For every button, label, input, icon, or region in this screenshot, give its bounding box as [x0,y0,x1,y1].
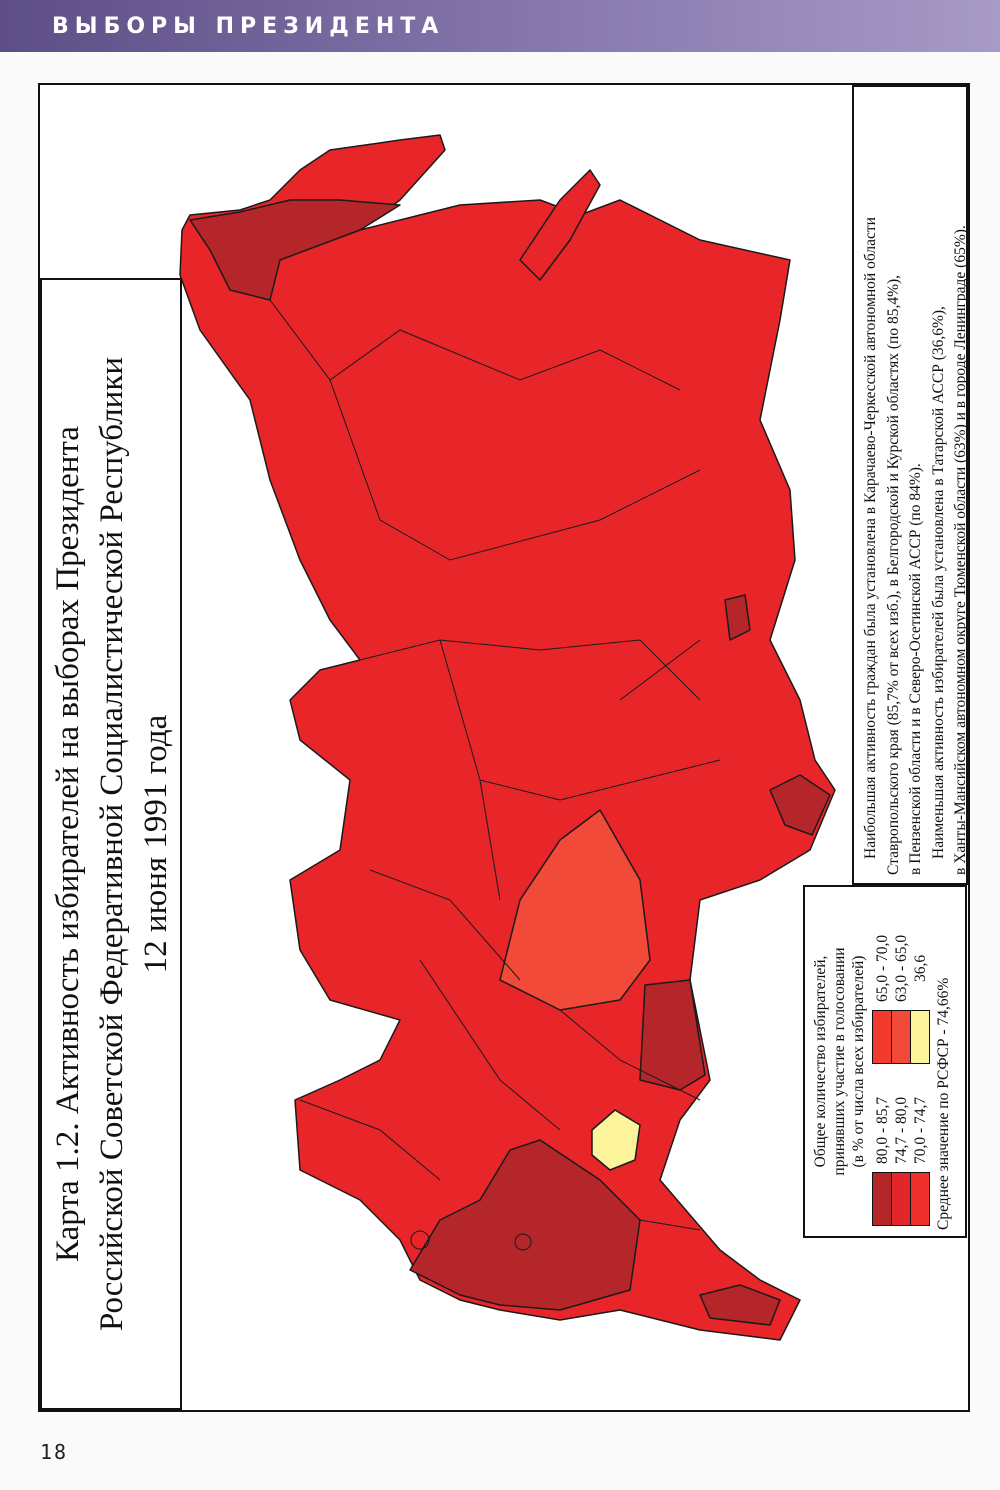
map-region-dark-northeast [189,199,401,301]
map-title-line3: 12 июня 1991 года [138,714,174,974]
section-header: ВЫБОРЫ ПРЕЗИДЕНТА [0,0,1000,52]
note-line: в Ханты-Мансийском автономном округе Тюм… [952,225,968,875]
legend: Общее количество избирателей, принявших … [803,885,967,1238]
map-city-marker [514,1233,532,1251]
map-region-dark-caucasus [699,1284,781,1326]
legend-label: 63,0 - 65,0 [892,934,910,1002]
map-title-box: Карта 1.2. Активность избирателей на выб… [40,278,182,1410]
map-region-dark-east [769,774,831,836]
page-number: 18 [40,1440,69,1464]
map-region-dark-southwest [409,1139,641,1311]
legend-swatch [873,1173,892,1225]
note-line: в Пензенской области и в Северо-Осетинск… [907,463,924,875]
legend-label: 36,6 [911,954,929,982]
notes-box: Наибольшая активность граждан была устан… [852,85,968,885]
legend-label: 70,0 - 74,7 [911,1096,929,1164]
legend-swatch [911,1011,929,1063]
map-region-arctic-island [519,169,601,281]
legend-heading: Общее количество избирателей, [812,955,829,1168]
note-line: Наибольшая активность граждан была устан… [862,217,879,859]
legend-average: Среднее значение по РСФСР - 74,66% [935,977,952,1230]
legend-label: 80,0 - 85,7 [873,1096,891,1164]
map-borders [269,299,721,1231]
note-line: Ставропольского края (85,7% от всех изб.… [884,274,902,875]
map-region-light [499,809,651,1011]
map-region-tatarstan [591,1109,641,1171]
map-region-dark-west [639,979,706,1091]
legend-swatch [892,1011,911,1063]
note-line: Наименьшая активность избирателей была у… [929,306,947,859]
legend-label: 65,0 - 70,0 [873,934,891,1002]
legend-label: 74,7 - 80,0 [892,1096,910,1164]
legend-swatch [892,1173,911,1225]
legend-swatch [873,1011,892,1063]
legend-heading: принявших участие в голосовании [831,947,848,1176]
map-city-marker [410,1230,430,1250]
legend-swatch [911,1173,929,1225]
map-region-dark-small [724,594,751,641]
section-title: ВЫБОРЫ ПРЕЗИДЕНТА [52,14,445,39]
map-title-line1: Карта 1.2. Активность избирателей на выб… [50,426,86,1262]
map-title-line2: Российской Советской Федеративной Социал… [94,356,130,1332]
legend-heading: (в % от числа всех избирателей) [850,955,867,1168]
